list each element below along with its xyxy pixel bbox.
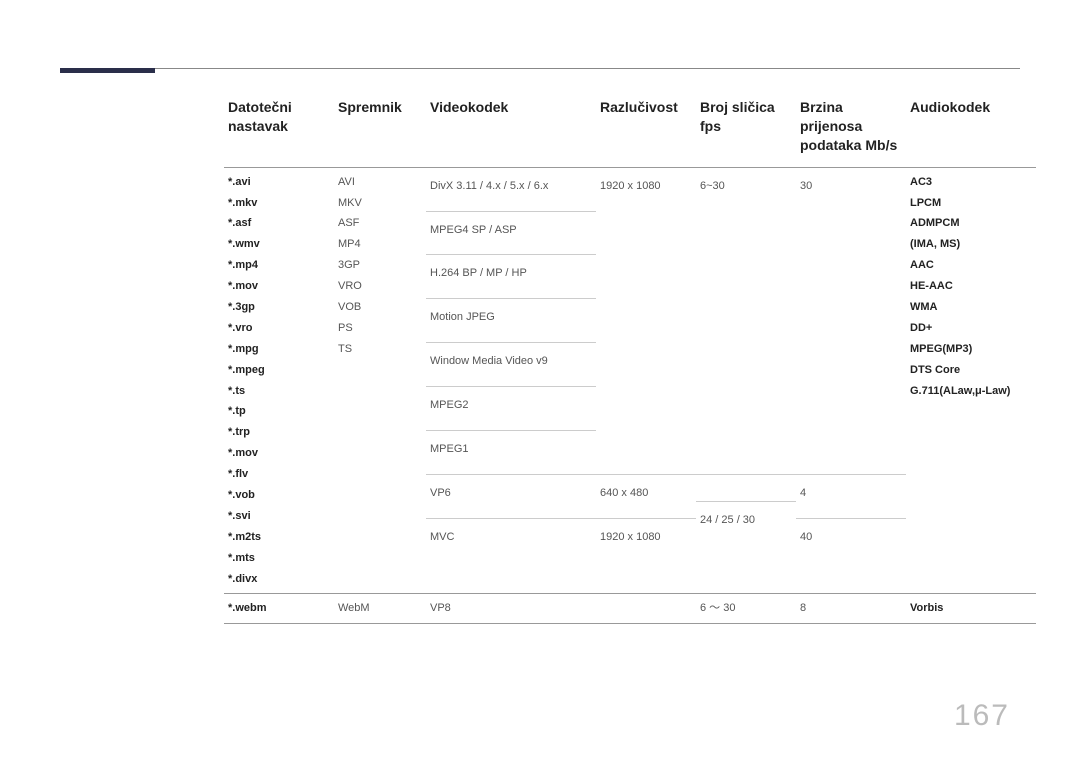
container: VOB (338, 297, 422, 318)
resolution: 640 x 480 (596, 474, 696, 512)
audio-codec: G.711(ALaw,μ-Law) (910, 381, 1032, 402)
col-video-codec: Videokodek (426, 92, 596, 167)
cell-resolution (596, 594, 696, 624)
audio-codec: DD+ (910, 318, 1032, 339)
file-ext: *.vro (228, 318, 330, 339)
codec-table-wrap: Datotečni nastavak Spremnik Videokodek R… (224, 92, 1020, 624)
video-codec: MPEG2 (426, 386, 596, 424)
container: PS (338, 318, 422, 339)
file-ext: *.ts (228, 381, 330, 402)
col-file-ext: Datotečni nastavak (224, 92, 334, 167)
audio-codec: DTS Core (910, 360, 1032, 381)
audio-codec: WMA (910, 297, 1032, 318)
video-codec: MPEG4 SP / ASP (426, 211, 596, 249)
header-rule (60, 68, 1020, 69)
container: VRO (338, 276, 422, 297)
cell-video-codecs: DivX 3.11 / 4.x / 5.x / 6.x MPEG4 SP / A… (426, 167, 596, 594)
table-row: *.avi *.mkv *.asf *.wmv *.mp4 *.mov *.3g… (224, 167, 1036, 594)
video-codec: MPEG1 (426, 430, 596, 468)
file-ext: *.svi (228, 506, 330, 527)
file-ext: *.trp (228, 422, 330, 443)
audio-codec: LPCM (910, 193, 1032, 214)
file-ext: *.mov (228, 276, 330, 297)
video-codec: MVC (426, 518, 596, 556)
cell-file-ext: *.webm (224, 594, 334, 624)
cell-fps: 6 ～ 30 (696, 594, 796, 624)
cell-file-exts: *.avi *.mkv *.asf *.wmv *.mp4 *.mov *.3g… (224, 167, 334, 594)
file-ext: *.mp4 (228, 255, 330, 276)
cell-fps: 6~30 24 / 25 / 30 (696, 167, 796, 594)
cell-bitrate: 8 (796, 594, 906, 624)
cell-bitrate: 30 4 40 (796, 167, 906, 594)
audio-codec: AAC (910, 255, 1032, 276)
file-ext: *.mts (228, 548, 330, 569)
col-bitrate: Brzina prijenosa podataka Mb/s (796, 92, 906, 167)
cell-resolution: 1920 x 1080 640 x 480 1920 x 1080 (596, 167, 696, 594)
file-ext: *.wmv (228, 234, 330, 255)
header-rule-accent (60, 68, 155, 73)
cell-video-codec: VP8 (426, 594, 596, 624)
file-ext: *.m2ts (228, 527, 330, 548)
page: Datotečni nastavak Spremnik Videokodek R… (0, 0, 1080, 763)
audio-codec: HE-AAC (910, 276, 1032, 297)
file-ext: *.3gp (228, 297, 330, 318)
video-codec: Window Media Video v9 (426, 342, 596, 380)
video-codec: Motion JPEG (426, 298, 596, 336)
audio-codec: AC3 (910, 172, 1032, 193)
container: AVI (338, 172, 422, 193)
col-resolution: Razlučivost (596, 92, 696, 167)
file-ext: *.vob (228, 485, 330, 506)
audio-codec: (IMA, MS) (910, 234, 1032, 255)
codec-table: Datotečni nastavak Spremnik Videokodek R… (224, 92, 1036, 624)
audio-codec: ADMPCM (910, 213, 1032, 234)
table-row: *.webm WebM VP8 6 ～ 30 8 Vorbis (224, 594, 1036, 624)
file-ext: *.mov (228, 443, 330, 464)
video-codec: H.264 BP / MP / HP (426, 254, 596, 292)
col-container: Spremnik (334, 92, 426, 167)
video-codec: VP6 (426, 474, 596, 512)
resolution: 1920 x 1080 (596, 518, 696, 556)
col-fps: Broj sličica fps (696, 92, 796, 167)
file-ext: *.avi (228, 172, 330, 193)
fps: 24 / 25 / 30 (696, 501, 796, 539)
bitrate: 40 (796, 518, 906, 556)
file-ext: *.divx (228, 569, 330, 590)
fps (696, 474, 796, 495)
container: ASF (338, 213, 422, 234)
file-ext: *.flv (228, 464, 330, 485)
container: TS (338, 339, 422, 360)
video-codec: DivX 3.11 / 4.x / 5.x / 6.x (426, 168, 596, 205)
file-ext: *.asf (228, 213, 330, 234)
container: MP4 (338, 234, 422, 255)
table-head: Datotečni nastavak Spremnik Videokodek R… (224, 92, 1036, 167)
file-ext: *.mkv (228, 193, 330, 214)
cell-container: WebM (334, 594, 426, 624)
fps: 6~30 (696, 168, 796, 468)
cell-containers: AVI MKV ASF MP4 3GP VRO VOB PS TS (334, 167, 426, 594)
cell-audio-codec: Vorbis (906, 594, 1036, 624)
container: 3GP (338, 255, 422, 276)
file-ext: *.tp (228, 401, 330, 422)
bitrate: 30 (796, 168, 906, 468)
page-number: 167 (954, 699, 1010, 733)
col-audio-codec: Audiokodek (906, 92, 1036, 167)
file-ext: *.mpg (228, 339, 330, 360)
cell-audio-codecs: AC3 LPCM ADMPCM (IMA, MS) AAC HE-AAC WMA… (906, 167, 1036, 594)
container: MKV (338, 193, 422, 214)
resolution: 1920 x 1080 (596, 168, 696, 468)
audio-codec: MPEG(MP3) (910, 339, 1032, 360)
file-ext: *.mpeg (228, 360, 330, 381)
bitrate: 4 (796, 474, 906, 512)
